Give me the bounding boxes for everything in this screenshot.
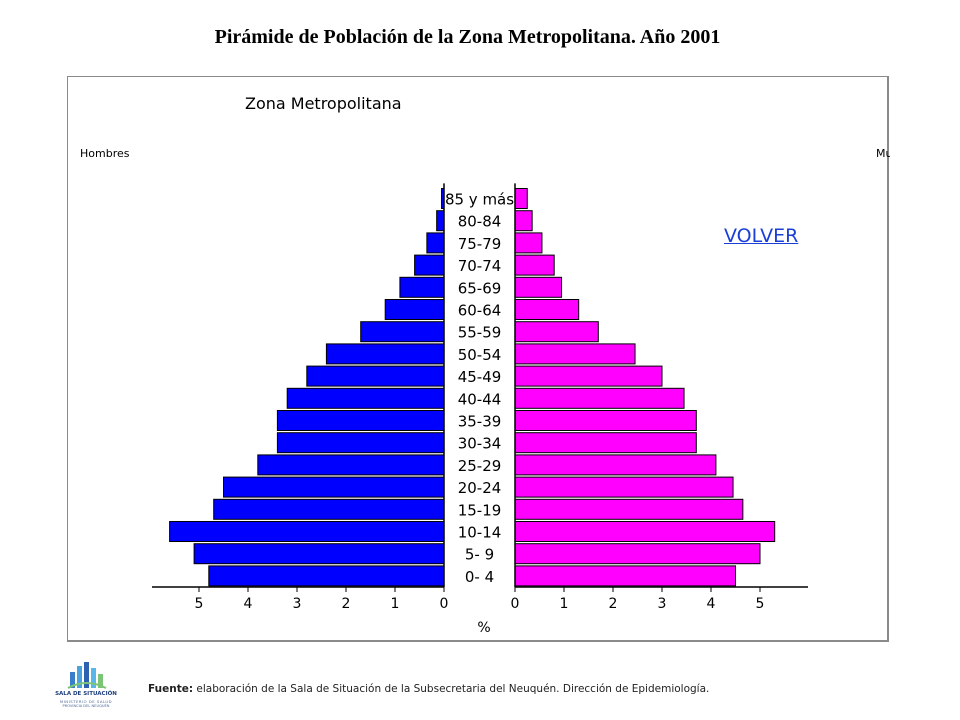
age-label-14: 70-74 — [458, 257, 502, 275]
bar-mujeres-13 — [514, 276, 563, 298]
bar-mujeres-0 — [514, 565, 736, 587]
age-label-11: 55-59 — [458, 324, 502, 342]
age-label-6: 30-34 — [458, 435, 502, 453]
bar-mujeres-15 — [514, 232, 543, 254]
age-label-15: 75-79 — [458, 235, 502, 253]
bar-mujeres-11 — [514, 321, 599, 343]
tick-label-mujeres-3: 3 — [658, 596, 667, 612]
age-label-2: 10-14 — [458, 524, 502, 542]
age-label-10: 50-54 — [458, 346, 502, 364]
tick-label-mujeres-4: 4 — [707, 596, 716, 612]
tick-label-hombres-3: 2 — [342, 596, 351, 612]
tick-label-mujeres-0: 0 — [511, 596, 520, 612]
tick-label-hombres-1: 4 — [244, 596, 253, 612]
bar-hombres-11 — [360, 321, 445, 343]
slide-title: Pirámide de Población de la Zona Metropo… — [214, 26, 721, 48]
age-label-3: 15-19 — [458, 501, 502, 519]
bar-mujeres-8 — [514, 387, 685, 409]
source-label: Fuente: — [148, 683, 194, 695]
bar-mujeres-10 — [514, 343, 636, 365]
bar-hombres-16 — [436, 210, 445, 232]
bar-mujeres-17 — [514, 188, 528, 209]
bar-mujeres-2 — [514, 521, 776, 542]
age-label-16: 80-84 — [458, 213, 502, 231]
logo-ministry: MINISTERIO DE SALUD — [59, 699, 113, 704]
bar-hombres-12 — [384, 299, 445, 320]
bar-hombres-15 — [426, 232, 445, 254]
age-label-1: 5- 9 — [465, 546, 494, 564]
bar-mujeres-12 — [514, 299, 580, 320]
bar-hombres-4 — [223, 476, 445, 498]
bar-mujeres-5 — [514, 454, 717, 476]
label-mujeres: Mujeres — [876, 147, 890, 160]
tick-label-hombres-0: 5 — [195, 596, 204, 612]
source-text: elaboración de la Sala de Situación de l… — [193, 683, 710, 695]
bar-mujeres-7 — [514, 410, 697, 431]
logo-name: SALA DE SITUACIÓN — [55, 691, 117, 697]
logo-province: PROVINCIA DEL NEUQUÉN — [62, 704, 110, 708]
bar-hombres-1 — [193, 543, 445, 565]
x-axis-label: % — [477, 620, 490, 636]
bar-mujeres-3 — [514, 498, 744, 520]
chart-subtitle: Zona Metropolitana — [245, 94, 402, 113]
logo-icon — [67, 662, 107, 689]
age-label-7: 35-39 — [458, 413, 502, 431]
age-label-0: 0- 4 — [465, 568, 494, 586]
age-label-8: 40-44 — [458, 390, 502, 408]
age-label-4: 20-24 — [458, 479, 502, 497]
tick-label-mujeres-1: 1 — [560, 596, 569, 612]
tick-label-hombres-5: 0 — [440, 596, 449, 612]
age-label-12: 60-64 — [458, 302, 502, 320]
bar-hombres-13 — [399, 276, 445, 298]
bar-hombres-14 — [414, 254, 445, 276]
bar-hombres-9 — [306, 365, 445, 387]
bar-mujeres-14 — [514, 254, 555, 276]
bar-mujeres-1 — [514, 543, 761, 565]
bar-mujeres-9 — [514, 365, 663, 387]
bar-hombres-0 — [208, 565, 445, 587]
bar-hombres-10 — [325, 343, 445, 365]
label-hombres: Hombres — [80, 147, 130, 160]
bar-hombres-6 — [276, 432, 445, 454]
bar-hombres-7 — [276, 410, 445, 431]
bar-hombres-3 — [213, 498, 445, 520]
age-label-17: 85 y más — [445, 191, 514, 209]
tick-label-hombres-4: 1 — [391, 596, 400, 612]
bar-hombres-8 — [286, 387, 445, 409]
age-label-13: 65-69 — [458, 279, 502, 297]
bar-mujeres-6 — [514, 432, 697, 454]
volver-link[interactable]: VOLVER — [724, 225, 799, 247]
bar-hombres-2 — [169, 521, 445, 542]
age-label-5: 25-29 — [458, 457, 502, 475]
tick-label-hombres-2: 3 — [293, 596, 302, 612]
pyramid-svg: Zona Metropolitana Hombres Mujeres 0- 4 5- 9… — [80, 94, 890, 636]
age-label-9: 45-49 — [458, 368, 502, 386]
sala-situacion-logo: SALA DE SITUACIÓN MINISTERIO DE SALUD PR… — [50, 658, 122, 714]
pyramid-chart: Zona Metropolitana Hombres Mujeres 0- 4 5- 9… — [67, 76, 890, 642]
bar-hombres-5 — [257, 454, 445, 476]
tick-label-mujeres-5: 5 — [756, 596, 765, 612]
source-note: Fuente: elaboración de la Sala de Situac… — [148, 683, 709, 695]
bar-mujeres-4 — [514, 476, 734, 498]
tick-label-mujeres-2: 2 — [609, 596, 618, 612]
bar-mujeres-16 — [514, 210, 533, 232]
